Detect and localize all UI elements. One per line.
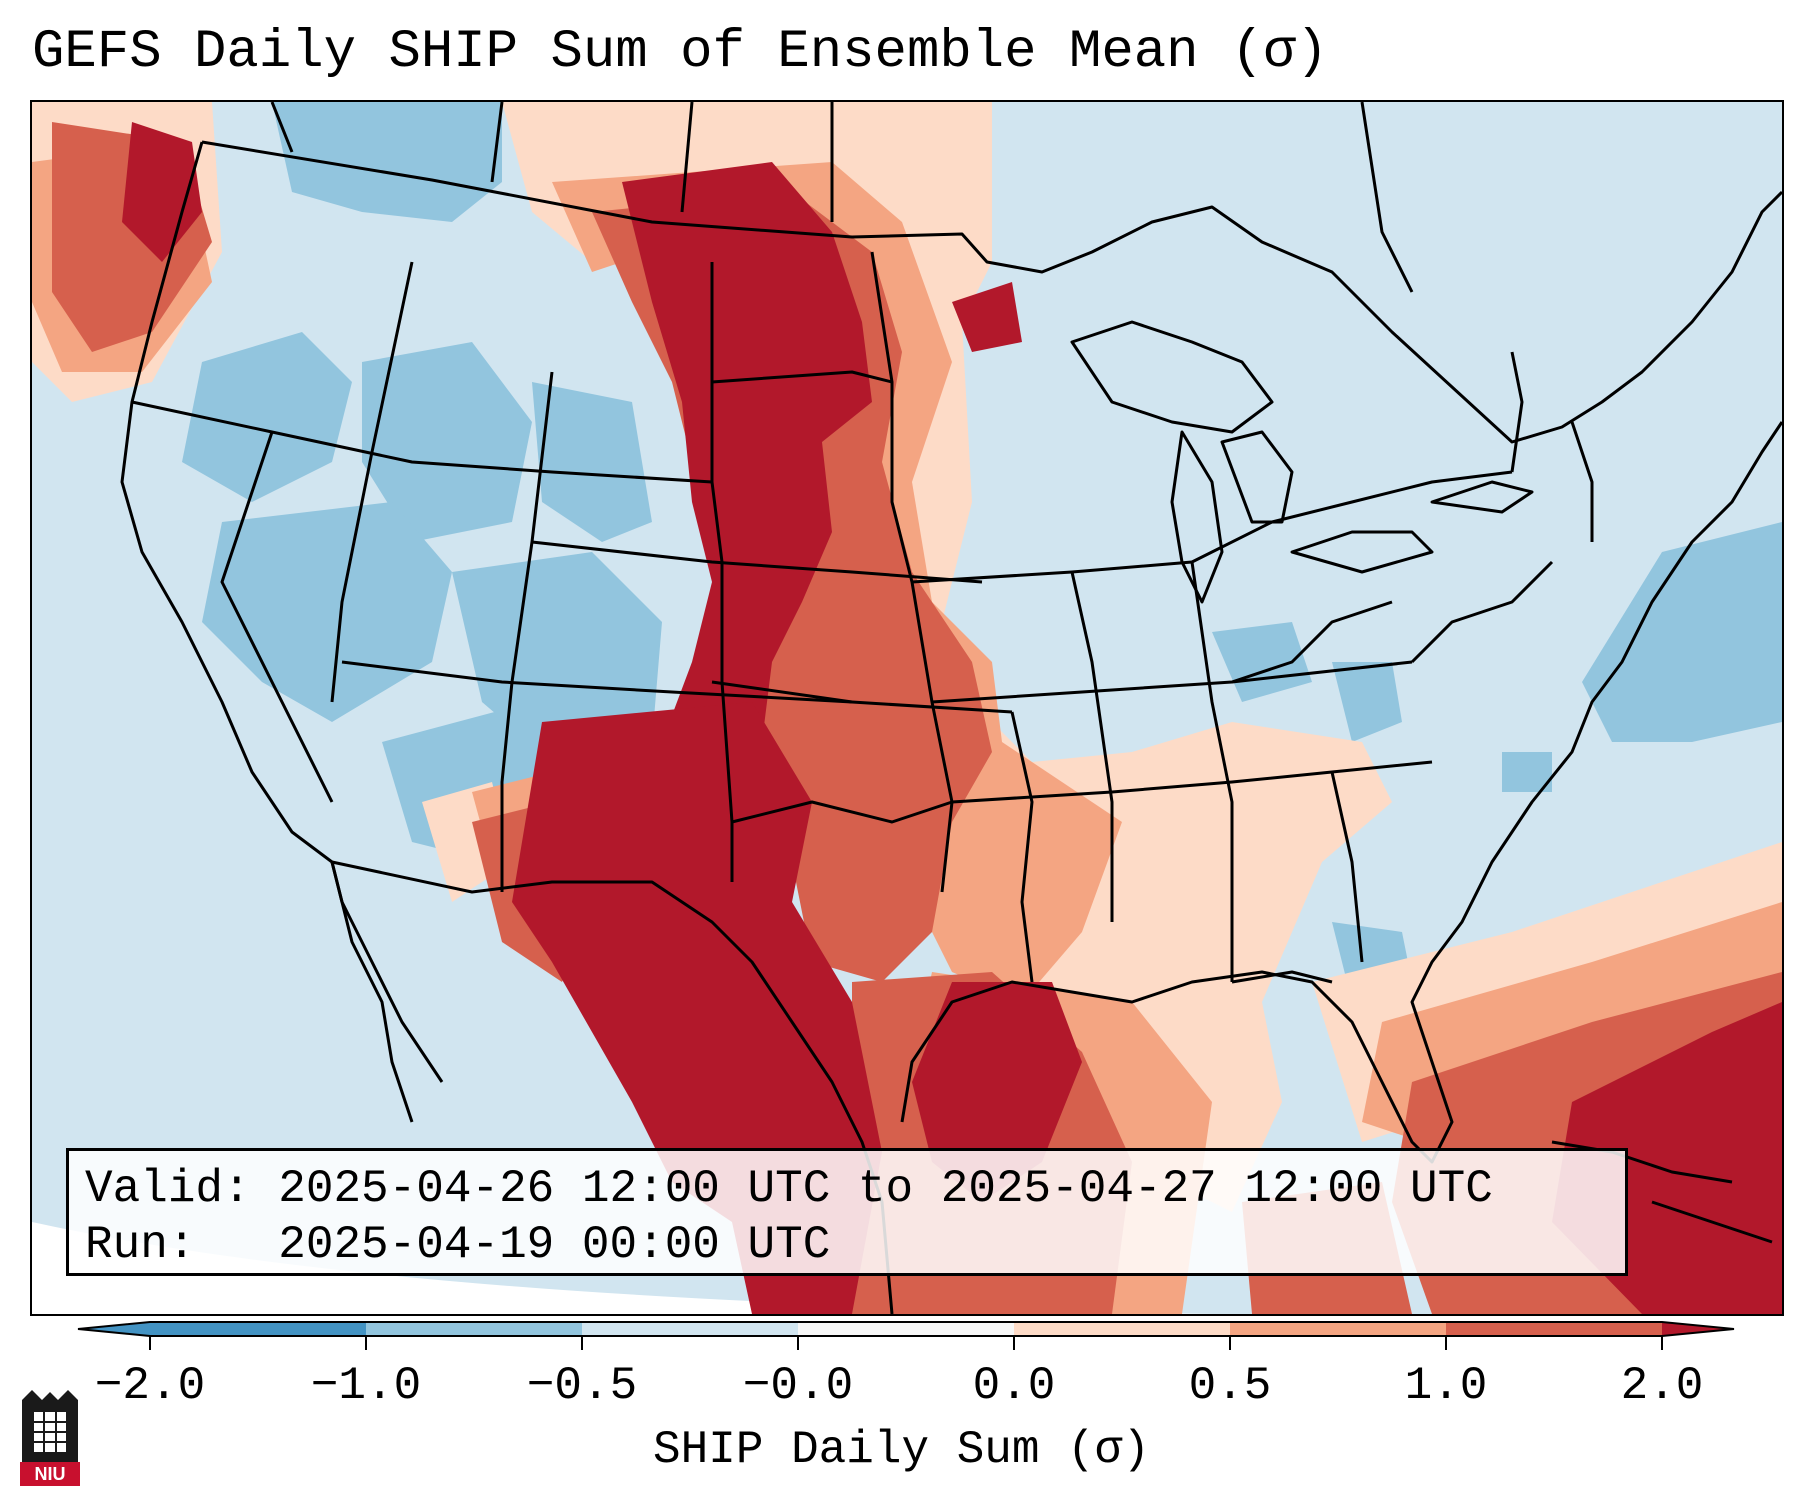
niu-logo-icon: NIU xyxy=(20,1390,80,1486)
colorbar-tick-label: 0.0 xyxy=(972,1360,1056,1412)
colorbar-segment-5 xyxy=(1014,1322,1230,1336)
chart-title: GEFS Daily SHIP Sum of Ensemble Mean (σ) xyxy=(32,22,1329,83)
logo-text: NIU xyxy=(35,1464,66,1484)
colorbar xyxy=(77,1321,1735,1350)
colorbar-tick-label: 0.5 xyxy=(1188,1360,1272,1412)
colorbar-segment-7 xyxy=(1446,1322,1662,1336)
colorbar-ticks xyxy=(149,1336,1663,1350)
colorbar-tick-label: −0.5 xyxy=(526,1360,638,1412)
colorbar-segment-4 xyxy=(798,1322,1014,1336)
map-svg xyxy=(32,102,1782,1314)
colorbar-extend-low xyxy=(78,1322,150,1336)
run-time-text: Run: 2025-04-19 00:00 UTC xyxy=(85,1219,831,1271)
valid-time-text: Valid: 2025-04-26 12:00 UTC to 2025-04-2… xyxy=(85,1163,1493,1215)
political-boundaries xyxy=(120,102,1782,1314)
colorbar-segment-2 xyxy=(366,1322,582,1336)
colorbar-tick-label: 1.0 xyxy=(1404,1360,1488,1412)
colorbar-tick-label: 2.0 xyxy=(1620,1360,1704,1412)
colorbar-label: SHIP Daily Sum (σ) xyxy=(653,1424,1150,1476)
map-panel xyxy=(30,100,1784,1316)
colorbar-extend-high xyxy=(1662,1322,1734,1336)
colorbar-tick-label: −1.0 xyxy=(310,1360,422,1412)
colorbar-tick-label: −2.0 xyxy=(94,1360,206,1412)
colorbar-segment-3 xyxy=(582,1322,798,1336)
colorbar-tick-label: −0.0 xyxy=(742,1360,854,1412)
colorbar-segment-1 xyxy=(150,1322,366,1336)
projection-edge xyxy=(32,1222,1782,1314)
colorbar-segment-6 xyxy=(1230,1322,1446,1336)
validity-info-box: Valid: 2025-04-26 12:00 UTC to 2025-04-2… xyxy=(66,1148,1628,1276)
